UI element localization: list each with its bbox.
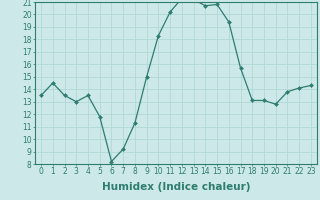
X-axis label: Humidex (Indice chaleur): Humidex (Indice chaleur) xyxy=(102,182,250,192)
